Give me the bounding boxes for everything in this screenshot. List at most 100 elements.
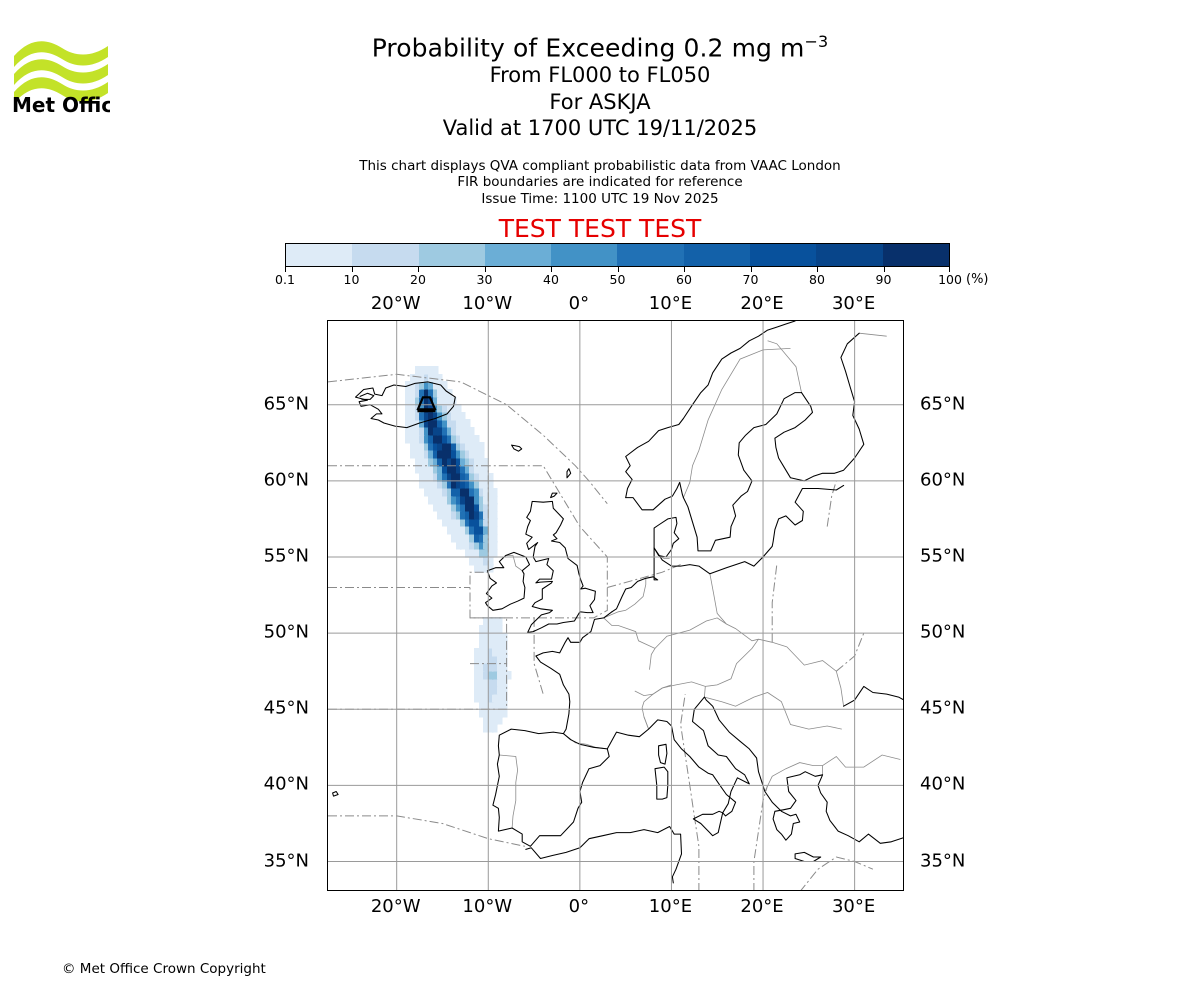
colorbar-tick-label-0.1: 0.1 [275, 272, 295, 287]
fir-boundary-0 [328, 465, 489, 573]
colorbar-tick-100 [949, 267, 950, 272]
colorbar-band-4 [551, 244, 618, 266]
coastline-gb_main [525, 500, 596, 633]
page-title: Probability of Exceeding 0.2 mg m−3 [0, 26, 1200, 64]
lat-label-left-65: 65°N [263, 393, 309, 415]
border-gr_bg [764, 762, 823, 792]
coastline-sicily [692, 810, 724, 837]
colorbar-band-2 [418, 244, 485, 266]
colorbar-tick-90 [883, 267, 885, 272]
lon-label-bottom--10: 10°W [462, 896, 513, 917]
fir-boundary-3 [328, 373, 608, 505]
note-issue-time: Issue Time: 1100 UTC 19 Nov 2025 [481, 191, 719, 207]
colorbar-tick-60 [684, 267, 685, 272]
lat-label-right-55: 55°N [920, 545, 966, 567]
longitude-axis-top: 20°W 10°W 0° 10°E 20°E 30°E [0, 293, 1200, 317]
coastline-netherlands [611, 547, 659, 613]
coastline-finland_e [774, 332, 865, 482]
colorbar-tick-30 [484, 267, 486, 272]
lon-label-top-10: 10°E [648, 293, 693, 314]
coastline-westfjords [359, 392, 375, 400]
lon-label-bottom--20: 20°W [370, 896, 421, 917]
volcano-symbol [416, 396, 437, 411]
border-ch_it [634, 684, 672, 697]
map-panel[interactable] [327, 320, 904, 891]
colorbar-tick-label-100: 100 [938, 272, 962, 287]
met-office-logo: Met Office [12, 26, 110, 114]
fir-boundary-11 [835, 632, 865, 672]
lat-label-right-65: 65°N [920, 393, 966, 415]
border-ro_ua [786, 646, 844, 707]
border-de_pl [709, 573, 788, 648]
border-fr_de [603, 617, 656, 670]
lat-label-right-50: 50°N [920, 621, 966, 643]
colorbar-tick-70 [750, 267, 752, 272]
colorbar-band-5 [617, 244, 684, 266]
lon-label-top--20: 20°W [370, 293, 421, 314]
lon-label-bottom-20: 20°E [740, 896, 784, 917]
title-text: Probability of Exceeding 0.2 mg m [371, 33, 805, 63]
fir-boundary-1 [328, 571, 508, 710]
coastline-norway_coast [625, 321, 796, 499]
coastline-corsica [658, 743, 668, 765]
coastline-orkney [550, 492, 558, 499]
subtitle-flight-levels: From FL000 to FL050 [489, 63, 711, 87]
colorbar-unit-label: (%) [966, 272, 989, 287]
colorbar-tick-label-20: 20 [410, 272, 426, 287]
lon-label-top-20: 20°E [740, 293, 784, 314]
fir-boundary-10 [771, 564, 778, 643]
lat-label-left-35: 35°N [263, 850, 309, 872]
lon-label-top--10: 10°W [462, 293, 513, 314]
test-banner: TEST TEST TEST [498, 214, 702, 243]
colorbar-tick-10 [351, 267, 353, 272]
title-exponent: −3 [804, 32, 829, 51]
subtitle-volcano: For ASKJA [549, 90, 651, 114]
colorbar-tick-label-90: 90 [875, 272, 892, 287]
latitude-axis-right: 65°N 60°N 55°N 50°N 45°N 40°N 35°N [904, 320, 1104, 891]
colorbar-tick-0.1 [285, 267, 286, 272]
volcano-marker [416, 396, 437, 413]
coastlines [332, 321, 903, 884]
subtitle-valid-time: Valid at 1700 UTC 19/11/2025 [442, 116, 758, 140]
coastline-iberia [492, 728, 610, 847]
colorbar-tick-80 [817, 267, 818, 272]
colorbar-band-3 [484, 244, 552, 266]
note-qva-compliance: This chart displays QVA compliant probab… [359, 158, 841, 174]
colorbar-tick-label-80: 80 [809, 272, 825, 287]
fir-boundary-13 [826, 480, 837, 527]
logo-waves [14, 41, 108, 103]
colorbar-tick-20 [418, 267, 419, 272]
colorbar-band-0 [286, 244, 353, 266]
lat-label-left-55: 55°N [263, 545, 309, 567]
coastline-iceland [354, 381, 456, 429]
copyright-notice: © Met Office Crown Copyright [62, 961, 266, 977]
lon-label-bottom-0: 0° [568, 896, 590, 917]
coastline-france_med [606, 696, 903, 844]
ash-probability-layer [328, 321, 903, 890]
fir-boundary-5 [753, 785, 769, 890]
coastline-sardinia [654, 766, 669, 800]
note-fir-boundaries: FIR boundaries are indicated for referen… [457, 174, 743, 190]
border-fr_es [563, 733, 608, 750]
fir-boundary-7 [328, 815, 526, 847]
coastline-shetland [566, 468, 572, 479]
lon-label-top-30: 30°E [831, 293, 876, 314]
fir-boundary-8 [800, 856, 874, 890]
border-it_fr_s [643, 716, 649, 730]
border-at_hu [705, 638, 759, 687]
lat-label-left-40: 40°N [263, 773, 309, 795]
border-pt_es [499, 754, 519, 829]
colorbar-tick-label-30: 30 [476, 272, 493, 287]
colorbar-tick-50 [617, 267, 619, 272]
longitude-axis-bottom: 20°W 10°W 0° 10°E 20°E 30°E [0, 896, 1200, 920]
colorbar-band-1 [352, 244, 419, 266]
coastline-blacksea_n [843, 685, 903, 707]
lat-label-left-60: 60°N [263, 469, 309, 491]
colorbar-tick-label-40: 40 [543, 272, 559, 287]
colorbar [285, 243, 950, 267]
border-be_nl [603, 578, 647, 619]
border-no_se [683, 348, 791, 498]
colorbar-tick-label-50: 50 [609, 272, 626, 287]
border-ie_uk [505, 555, 523, 572]
border-ru_fi [859, 332, 887, 337]
